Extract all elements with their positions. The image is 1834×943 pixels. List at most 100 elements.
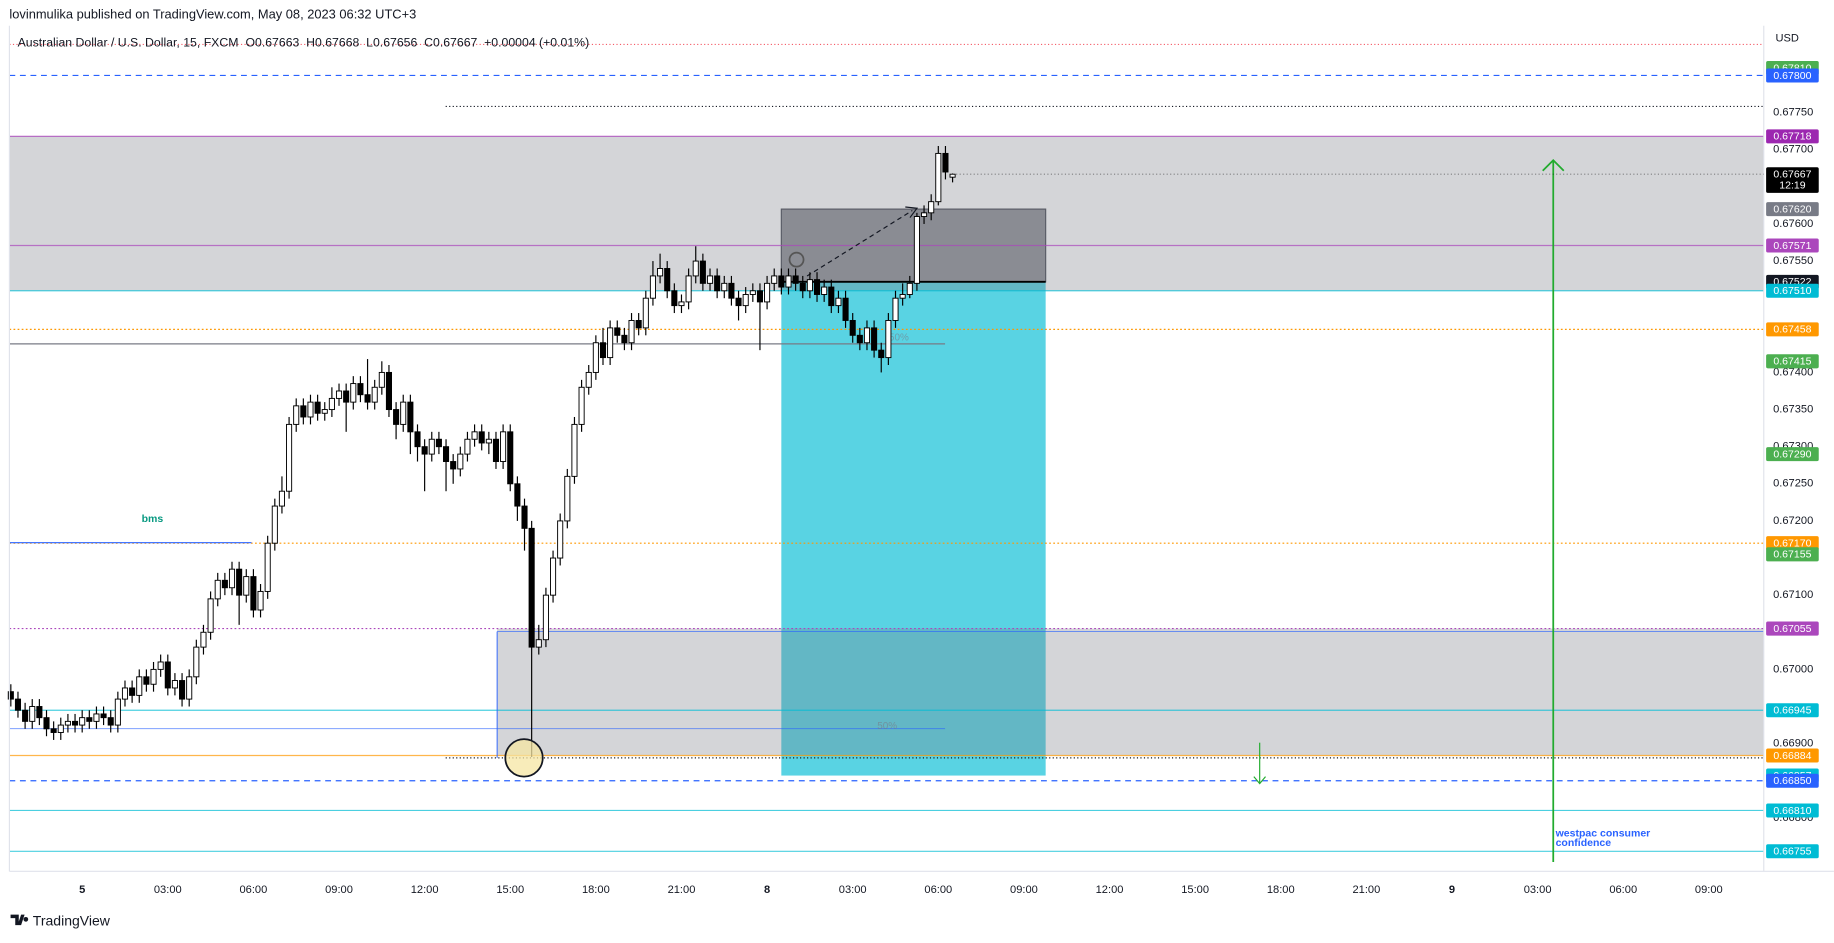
price-tag-label: 0.67510 (1773, 285, 1811, 297)
ohlc-values: O0.67663 H0.67668 L0.67656 C0.67667 +0.0… (245, 36, 589, 50)
x-tick-label: 06:00 (240, 884, 268, 896)
candle-body (721, 282, 728, 292)
x-tick-label: 21:00 (668, 884, 696, 896)
x-tick-label: 09:00 (1695, 884, 1723, 896)
candle-body (813, 279, 821, 295)
position-target (781, 281, 1046, 776)
candle-body (136, 676, 143, 696)
candle-body (557, 520, 564, 559)
price-tag (1766, 238, 1819, 253)
candle-body (129, 687, 136, 696)
candle-body (485, 438, 492, 444)
candle-body (86, 717, 93, 722)
candle-body (121, 687, 129, 700)
candle-body (692, 260, 699, 277)
x-tick-label: 15:00 (496, 884, 524, 896)
candle-body (578, 386, 585, 425)
candle-body (728, 282, 735, 299)
candle-body (799, 282, 806, 292)
candle-body (50, 728, 57, 733)
y-tick-label: 0.67350 (1773, 403, 1813, 415)
level-lines (9, 74, 1764, 852)
candle-body (43, 717, 50, 730)
candle-body (207, 598, 214, 633)
candle-body (393, 409, 400, 425)
candle-body (828, 286, 835, 307)
candle-body (335, 390, 343, 399)
candle-body (942, 152, 949, 173)
price-tag (1766, 703, 1819, 718)
price-tag (1766, 536, 1819, 551)
published-line: lovinmulika published on TradingView.com… (9, 7, 416, 22)
candle-body (699, 260, 706, 284)
sweep-circle (504, 738, 544, 778)
currency: USD (1775, 33, 1798, 45)
candle-body (314, 401, 321, 414)
price-tag-label: 0.67571 (1773, 240, 1811, 252)
x-tick-label: 15:00 (1181, 884, 1209, 896)
candle-body (428, 438, 435, 455)
candle-body (885, 319, 892, 359)
price-tag (1766, 748, 1819, 763)
candle-body (471, 431, 478, 440)
candle-body (778, 275, 785, 288)
symbol-line: Australian Dollar / U.S. Dollar, 15, FXC… (18, 36, 590, 50)
annotation-event: confidence (1556, 837, 1612, 849)
candle-body (671, 290, 678, 307)
candle-body (278, 490, 285, 507)
candle-body (300, 405, 307, 418)
candle-body (171, 680, 178, 689)
candle-body (771, 275, 778, 284)
candle-body (186, 676, 193, 700)
candle-body (385, 371, 393, 411)
candles (7, 146, 956, 758)
candle-body (236, 568, 243, 596)
candle-body (442, 446, 450, 462)
candle-body (57, 724, 64, 733)
price-tag (1766, 447, 1819, 462)
price-tag-label: 0.67458 (1773, 324, 1811, 336)
candle-body (657, 268, 664, 277)
x-tick-label: 21:00 (1352, 884, 1380, 896)
candle-body (150, 668, 157, 685)
y-tick-label: 0.67000 (1773, 663, 1813, 675)
price-tag-label: 0.67155 (1773, 549, 1811, 561)
price-tag (1766, 844, 1819, 859)
x-tick-label: 8 (764, 884, 770, 896)
candle-body (599, 342, 607, 359)
candle-body (164, 661, 171, 689)
last-price-label: 0.67667 (1773, 169, 1811, 181)
candle-body (307, 401, 314, 418)
candle-body (735, 297, 742, 307)
y-tick-label: 0.67400 (1773, 366, 1813, 378)
annotation-bms: bms (142, 513, 164, 525)
brand-name: TradingView (33, 912, 111, 928)
candle-body (535, 639, 542, 648)
candle-body (371, 386, 378, 403)
price-tag-label: 0.67415 (1773, 356, 1811, 368)
candle-body (407, 401, 414, 433)
candle-body (614, 327, 621, 336)
candle-body (528, 527, 535, 648)
y-tick-label: 0.67250 (1773, 478, 1813, 490)
x-tick-label: 03:00 (154, 884, 182, 896)
candle-body (107, 717, 114, 726)
x-tick-label: 18:00 (1267, 884, 1295, 896)
candle-body (450, 461, 457, 470)
candle-body (435, 438, 442, 448)
candle-body (500, 431, 507, 462)
fib-label: 50% (889, 333, 909, 344)
candle-body (949, 173, 956, 178)
price-tag (1766, 803, 1819, 818)
projection-line (806, 210, 913, 277)
candle-body (228, 568, 236, 589)
candle-body (792, 275, 799, 284)
candle-body (849, 319, 856, 336)
drawings: bms westpac consumer confidence 50% 50% (9, 43, 1764, 862)
price-tag-label: 0.67800 (1773, 70, 1811, 82)
candle-body (421, 446, 428, 455)
candle-body (93, 713, 100, 722)
candle-body (114, 698, 121, 726)
candle-body (378, 371, 385, 388)
